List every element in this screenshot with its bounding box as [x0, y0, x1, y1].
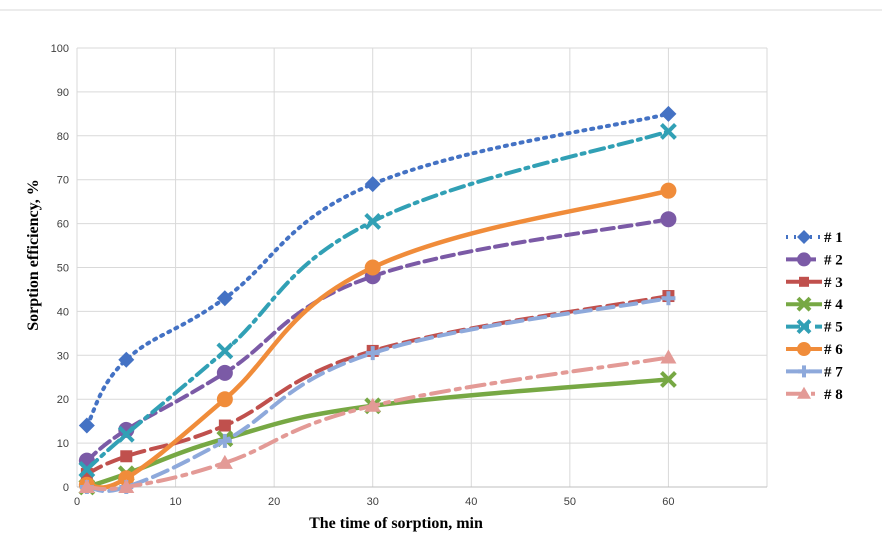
- series-6-point: [216, 391, 233, 408]
- x-tick-label: 0: [74, 496, 80, 508]
- x-tick-label: 50: [564, 496, 576, 508]
- series-6-point: [364, 259, 381, 276]
- series-4-point: [660, 371, 677, 388]
- series-4-point-stroke: [660, 371, 677, 388]
- series-5-point-stroke: [364, 212, 382, 230]
- series-5: [78, 122, 677, 478]
- legend-entry-4: # 4: [786, 296, 843, 313]
- legend-entry-3: # 3: [786, 275, 843, 291]
- legend-swatch-marker: [797, 386, 811, 399]
- series-1-point: [660, 105, 677, 122]
- series-8-point: [118, 479, 135, 493]
- legend-swatch-marker: [799, 276, 809, 287]
- y-tick-label: 90: [57, 87, 69, 99]
- legend-label: # 8: [824, 387, 843, 403]
- legend-label: # 3: [824, 275, 843, 291]
- y-tick-label: 0: [63, 482, 69, 494]
- series-4: [78, 371, 677, 496]
- series-1-point: [78, 417, 95, 434]
- x-tick-label: 30: [367, 496, 379, 508]
- y-tick-label: 80: [57, 131, 69, 143]
- legend-swatch-marker: [796, 319, 812, 335]
- series-1-point: [118, 351, 135, 368]
- series-5-point-stroke: [117, 425, 135, 443]
- series-6-point: [660, 182, 677, 199]
- legend-label: # 1: [824, 230, 843, 246]
- legend-entry-2: # 2: [786, 252, 843, 268]
- legend-entry-5: # 5: [786, 319, 843, 336]
- series-7-point: [217, 433, 232, 448]
- legend-label: # 6: [824, 342, 843, 358]
- legend-entry-7: # 7: [786, 364, 843, 380]
- series-3-point: [218, 419, 231, 432]
- series-1: [78, 105, 677, 434]
- series-8-point: [364, 397, 381, 412]
- legend-label: # 5: [824, 320, 843, 336]
- series-6: [78, 182, 677, 493]
- legend-swatch-marker: [797, 230, 811, 244]
- series-3-point: [120, 450, 133, 463]
- series-2-line: [84, 217, 671, 463]
- legend-label: # 7: [824, 364, 843, 380]
- series-5-point-stroke: [78, 461, 96, 478]
- legend-label: # 4: [824, 297, 843, 313]
- x-tick-label: 10: [169, 496, 181, 508]
- series-7-point: [661, 291, 676, 306]
- legend-entry-6: # 6: [786, 342, 843, 358]
- series-1-line: [84, 111, 671, 428]
- legend-entry-8: # 8: [786, 386, 843, 403]
- series-5-point: [117, 425, 135, 443]
- y-tick-label: 60: [57, 219, 69, 231]
- x-tick-label: 20: [268, 496, 280, 508]
- y-tick-label: 30: [57, 350, 69, 362]
- y-tick-label: 100: [51, 43, 69, 55]
- series-5-point: [660, 122, 677, 140]
- series-8-point: [216, 454, 233, 469]
- series-5-point: [364, 212, 382, 230]
- x-tick-label: 40: [465, 496, 477, 508]
- series-8: [78, 349, 677, 493]
- series-2: [78, 211, 677, 469]
- y-tick-label: 40: [57, 306, 69, 318]
- x-axis-title: The time of sorption, min: [309, 515, 483, 532]
- series-5-point: [216, 342, 234, 360]
- series-5-point-stroke: [660, 122, 677, 140]
- y-tick-label: 50: [57, 263, 69, 275]
- series-6-point: [118, 470, 135, 487]
- series-layer: [78, 105, 677, 496]
- x-tick-label: 60: [662, 496, 674, 508]
- series-3-line: [84, 294, 671, 476]
- legend-swatch-marker: [797, 342, 811, 356]
- series-2-point: [118, 421, 135, 438]
- axes: 0 10 20 30 40 50 60 70 80 90 100 0 10 20 30 40 50 60: [51, 43, 767, 508]
- legend-swatch-marker-stroke: [796, 296, 812, 312]
- y-axis-title: Sorption efficiency, %: [25, 179, 42, 331]
- series-5-point: [78, 461, 96, 478]
- legend-entry-1: # 1: [786, 230, 843, 246]
- legend-swatch-marker: [797, 252, 811, 267]
- series-7: [79, 291, 676, 494]
- legend-label: # 2: [824, 252, 843, 268]
- y-tick-label: 10: [57, 438, 69, 450]
- series-8-point: [78, 479, 95, 493]
- series-1-point: [364, 176, 381, 193]
- y-tick-label: 70: [57, 175, 69, 187]
- legend-swatch-marker: [796, 296, 812, 312]
- legend-swatch-marker-stroke: [796, 319, 812, 335]
- legend-swatch-marker: [798, 365, 810, 378]
- series-7-point: [365, 346, 380, 361]
- series-2-point: [660, 211, 677, 228]
- series-5-point-stroke: [216, 342, 234, 360]
- series-2-point: [216, 364, 233, 381]
- legend: # 1 # 2 # 3 # 4 # 5 # 6 # 7 # 8: [786, 230, 843, 403]
- series-8-point: [660, 349, 677, 364]
- grid: [76, 47, 768, 488]
- y-tick-label: 20: [57, 394, 69, 406]
- series-1-point: [216, 290, 233, 307]
